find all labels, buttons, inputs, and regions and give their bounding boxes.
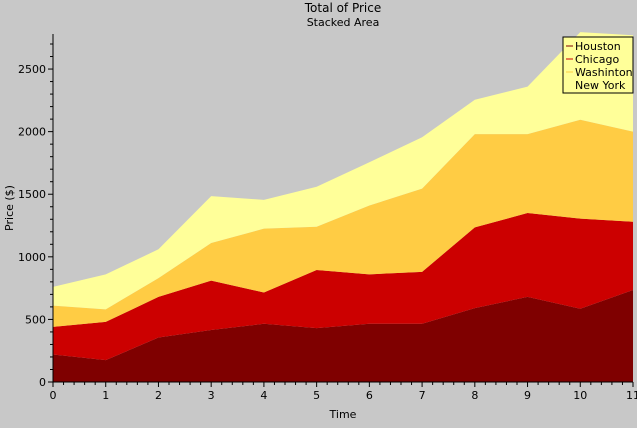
area-washinton [53,119,633,327]
chart-subtitle: Stacked Area [307,16,380,29]
x-tick-label: 7 [419,389,426,402]
area-series-group [53,32,633,382]
y-tick-label: 1500 [18,188,46,201]
x-axis-label: Time [329,408,357,421]
y-tick-label: 0 [39,376,46,389]
legend-box [562,36,634,94]
axes: 0 500 1000 1500 2000 2500 0 1 2 3 4 5 6 7 8 9 10 11 [18,34,637,402]
x-tick-label: 10 [573,389,587,402]
x-tick-label: 4 [260,389,267,402]
x-tick-label: 6 [366,389,373,402]
area-chicago [53,213,633,361]
legend-label: Chicago [575,53,619,66]
x-tick-label: 3 [208,389,215,402]
x-tick-label: 5 [313,389,320,402]
legend-label: Washinton [575,66,633,79]
y-tick-label: 2500 [18,63,46,76]
x-tick-label: 1 [102,389,109,402]
area-houston [53,289,633,382]
legend-label: New York [575,79,626,92]
x-tick-label: 0 [50,389,57,402]
x-tick-label: 9 [524,389,531,402]
chart-title: Total of Price [304,1,382,15]
y-tick-label: 500 [25,313,46,326]
x-tick-label: 8 [471,389,478,402]
area-new-york [53,32,633,310]
y-axis-label: Price ($) [3,185,16,231]
x-tick-label: 2 [155,389,162,402]
legend-label: Houston [575,40,621,53]
x-tick-label: 11 [626,389,637,402]
y-tick-label: 2000 [18,126,46,139]
y-tick-label: 1000 [18,251,46,264]
